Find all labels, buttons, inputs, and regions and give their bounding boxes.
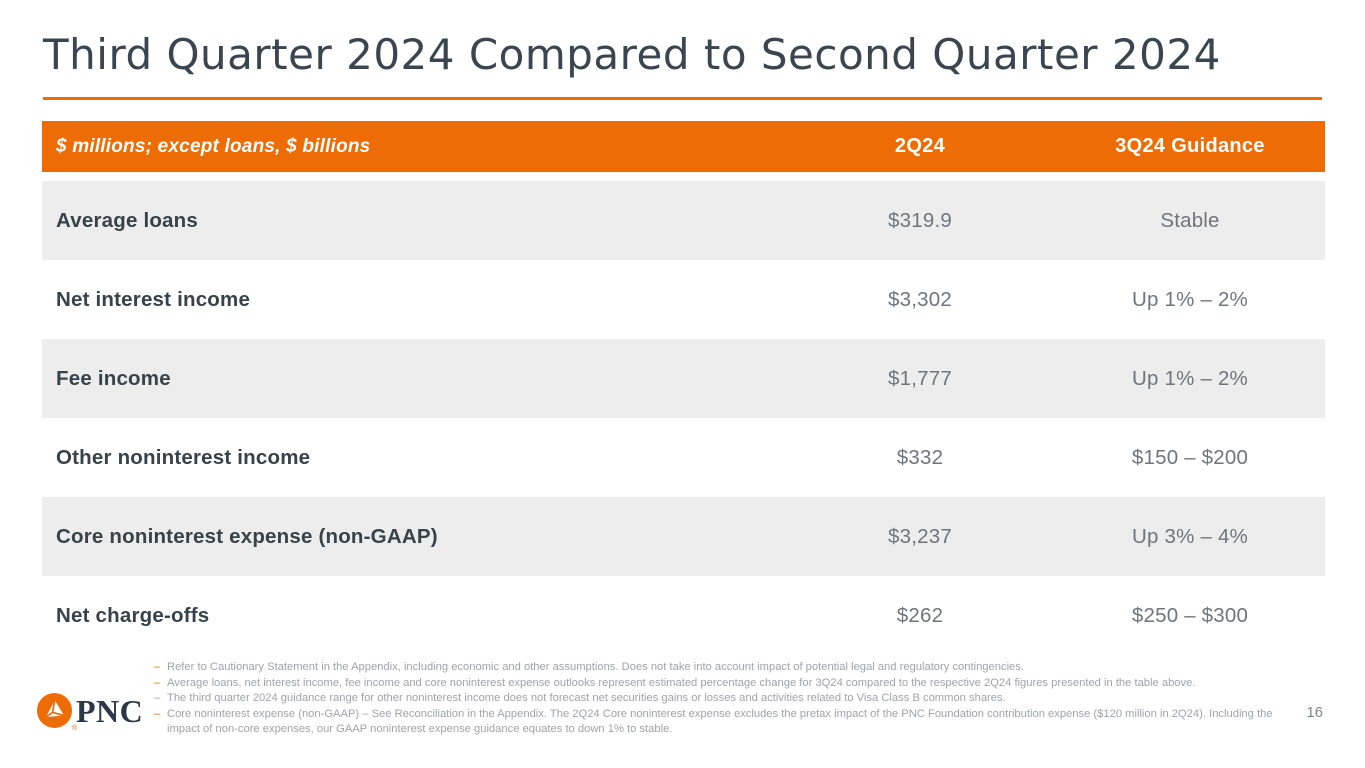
- footnote: – Refer to Cautionary Statement in the A…: [154, 660, 1296, 676]
- registered-mark: ®: [72, 725, 78, 732]
- row-guidance-value: Up 1% – 2%: [1132, 366, 1248, 390]
- table-header-row: $ millions; except loans, $ billions 2Q2…: [42, 121, 1325, 172]
- column-header-3q24-guidance: 3Q24 Guidance: [1115, 135, 1265, 157]
- row-label: Fee income: [56, 366, 171, 390]
- footnote: – The third quarter 2024 guidance range …: [154, 691, 1296, 707]
- footnote-dash: –: [154, 661, 161, 673]
- row-2q24-value: $262: [896, 603, 944, 627]
- table-row-core-noninterest-expense: Core noninterest expense (non-GAAP) $3,2…: [42, 497, 1325, 576]
- row-guidance-value: Stable: [1160, 208, 1220, 232]
- table-row-average-loans: Average loans $319.9 Stable: [42, 181, 1325, 260]
- row-2q24-value: $319.9: [888, 208, 952, 232]
- row-guidance-value: $250 – $300: [1131, 603, 1249, 627]
- row-2q24-value: $1,777: [888, 366, 952, 390]
- row-2q24-value: $332: [896, 445, 944, 469]
- table-unit-label: $ millions; except loans, $ billions: [56, 135, 371, 157]
- footnote: – Average loans, net interest income, fe…: [154, 676, 1296, 692]
- row-guidance-value: Up 3% – 4%: [1132, 524, 1248, 548]
- page-title: Third Quarter 2024 Compared to Second Qu…: [43, 30, 1221, 79]
- row-2q24-value: $3,237: [888, 524, 952, 548]
- table-row-net-interest-income: Net interest income $3,302 Up 1% – 2%: [42, 260, 1325, 339]
- row-label: Core noninterest expense (non-GAAP): [56, 524, 438, 548]
- table-row-net-charge-offs: Net charge-offs $262 $250 – $300: [42, 576, 1325, 655]
- title-underline: [43, 97, 1322, 100]
- footnote-text: Refer to Cautionary Statement in the App…: [167, 661, 1024, 673]
- pnc-wordmark: PNC: [76, 692, 144, 729]
- footnote-dash: –: [154, 707, 161, 720]
- footnote-text: Average loans, net interest income, fee …: [167, 676, 1196, 689]
- page-number: 16: [1306, 704, 1323, 721]
- footnote-text: The third quarter 2024 guidance range fo…: [167, 692, 1006, 705]
- row-label: Average loans: [56, 208, 198, 232]
- row-label: Other noninterest income: [56, 445, 311, 469]
- table-row-fee-income: Fee income $1,777 Up 1% – 2%: [42, 339, 1325, 418]
- pnc-emblem-icon: [37, 693, 72, 728]
- row-label: Net charge-offs: [56, 603, 210, 627]
- row-guidance-value: $150 – $200: [1131, 445, 1249, 469]
- footnote-dash: –: [154, 676, 161, 689]
- footnote-dash: –: [154, 692, 161, 705]
- guidance-table: $ millions; except loans, $ billions 2Q2…: [42, 121, 1325, 655]
- column-header-2q24: 2Q24: [894, 135, 946, 157]
- row-guidance-value: Up 1% – 2%: [1132, 287, 1248, 311]
- table-row-other-noninterest-income: Other noninterest income $332 $150 – $20…: [42, 418, 1325, 497]
- footnotes: – Refer to Cautionary Statement in the A…: [154, 660, 1296, 738]
- row-label: Net interest income: [56, 287, 251, 311]
- footnote-text: Core noninterest expense (non-GAAP) – Se…: [167, 707, 1273, 736]
- row-2q24-value: $3,302: [888, 287, 952, 311]
- footnote: – Core noninterest expense (non-GAAP) – …: [154, 707, 1296, 738]
- pnc-logo: ® PNC: [36, 692, 144, 732]
